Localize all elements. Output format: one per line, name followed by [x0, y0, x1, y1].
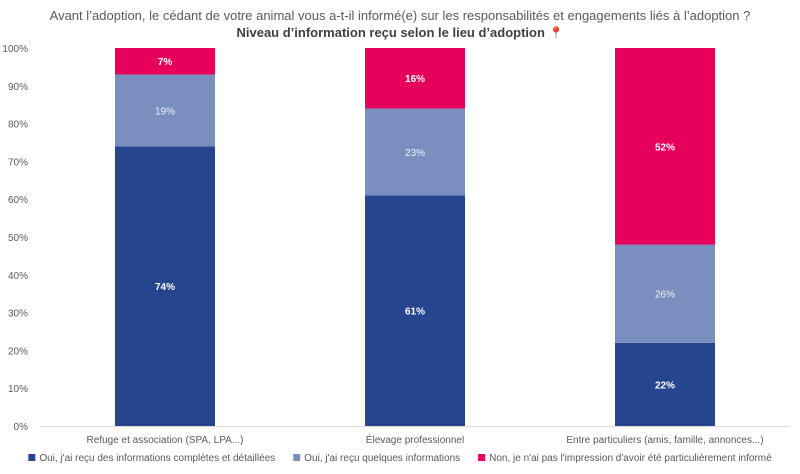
legend-swatch: [478, 454, 486, 461]
bar-segment: [115, 74, 215, 147]
data-label: 52%: [655, 142, 675, 153]
data-label: 26%: [655, 290, 675, 301]
y-tick-label: 60%: [8, 195, 28, 206]
legend-label: Non, je n'ai pas l'impression d'avoir ét…: [489, 453, 772, 464]
bar-segment: [615, 342, 715, 426]
data-label: 23%: [405, 148, 425, 159]
data-label: 61%: [405, 307, 425, 318]
bar-segment: [115, 48, 215, 75]
y-tick-label: 10%: [8, 384, 28, 395]
chart-subtitle: Niveau d’information reçu selon le lieu …: [236, 25, 545, 40]
legend-label: Oui, j'ai reçu des informations complète…: [39, 453, 275, 464]
legend-swatch: [293, 454, 301, 461]
bar-segment: [615, 244, 715, 343]
bar-segment: [365, 48, 465, 109]
y-tick-label: 70%: [8, 157, 28, 168]
y-tick-label: 20%: [8, 346, 28, 357]
bar-segment: [365, 195, 465, 426]
data-label: 74%: [155, 282, 175, 293]
legend-swatch: [28, 454, 36, 461]
x-tick-label: Refuge et association (SPA, LPA...): [87, 435, 244, 446]
y-tick-label: 100%: [2, 44, 28, 55]
data-label: 19%: [155, 106, 175, 117]
chart-title: Avant l’adoption, le cédant de votre ani…: [49, 8, 751, 23]
y-tick-label: 80%: [8, 120, 28, 131]
x-tick-label: Entre particuliers (amis, famille, annon…: [566, 435, 763, 446]
bar-segment: [115, 146, 215, 426]
y-tick-label: 0%: [14, 422, 29, 433]
map-pin-icon: 📍: [548, 26, 564, 40]
y-tick-label: 50%: [8, 233, 28, 244]
bar-segment: [615, 48, 715, 245]
x-tick-label: Élevage professionnel: [366, 433, 464, 446]
chart-subtitle-row: Niveau d’information reçu selon le lieu …: [0, 25, 800, 40]
data-label: 16%: [405, 74, 425, 85]
y-tick-label: 30%: [8, 309, 28, 320]
data-label: 7%: [158, 57, 173, 68]
y-tick-label: 90%: [8, 82, 28, 93]
data-label: 22%: [655, 380, 675, 391]
y-tick-label: 40%: [8, 271, 28, 282]
bar-segment: [365, 108, 465, 196]
legend-label: Oui, j'ai reçu quelques informations: [304, 453, 460, 464]
